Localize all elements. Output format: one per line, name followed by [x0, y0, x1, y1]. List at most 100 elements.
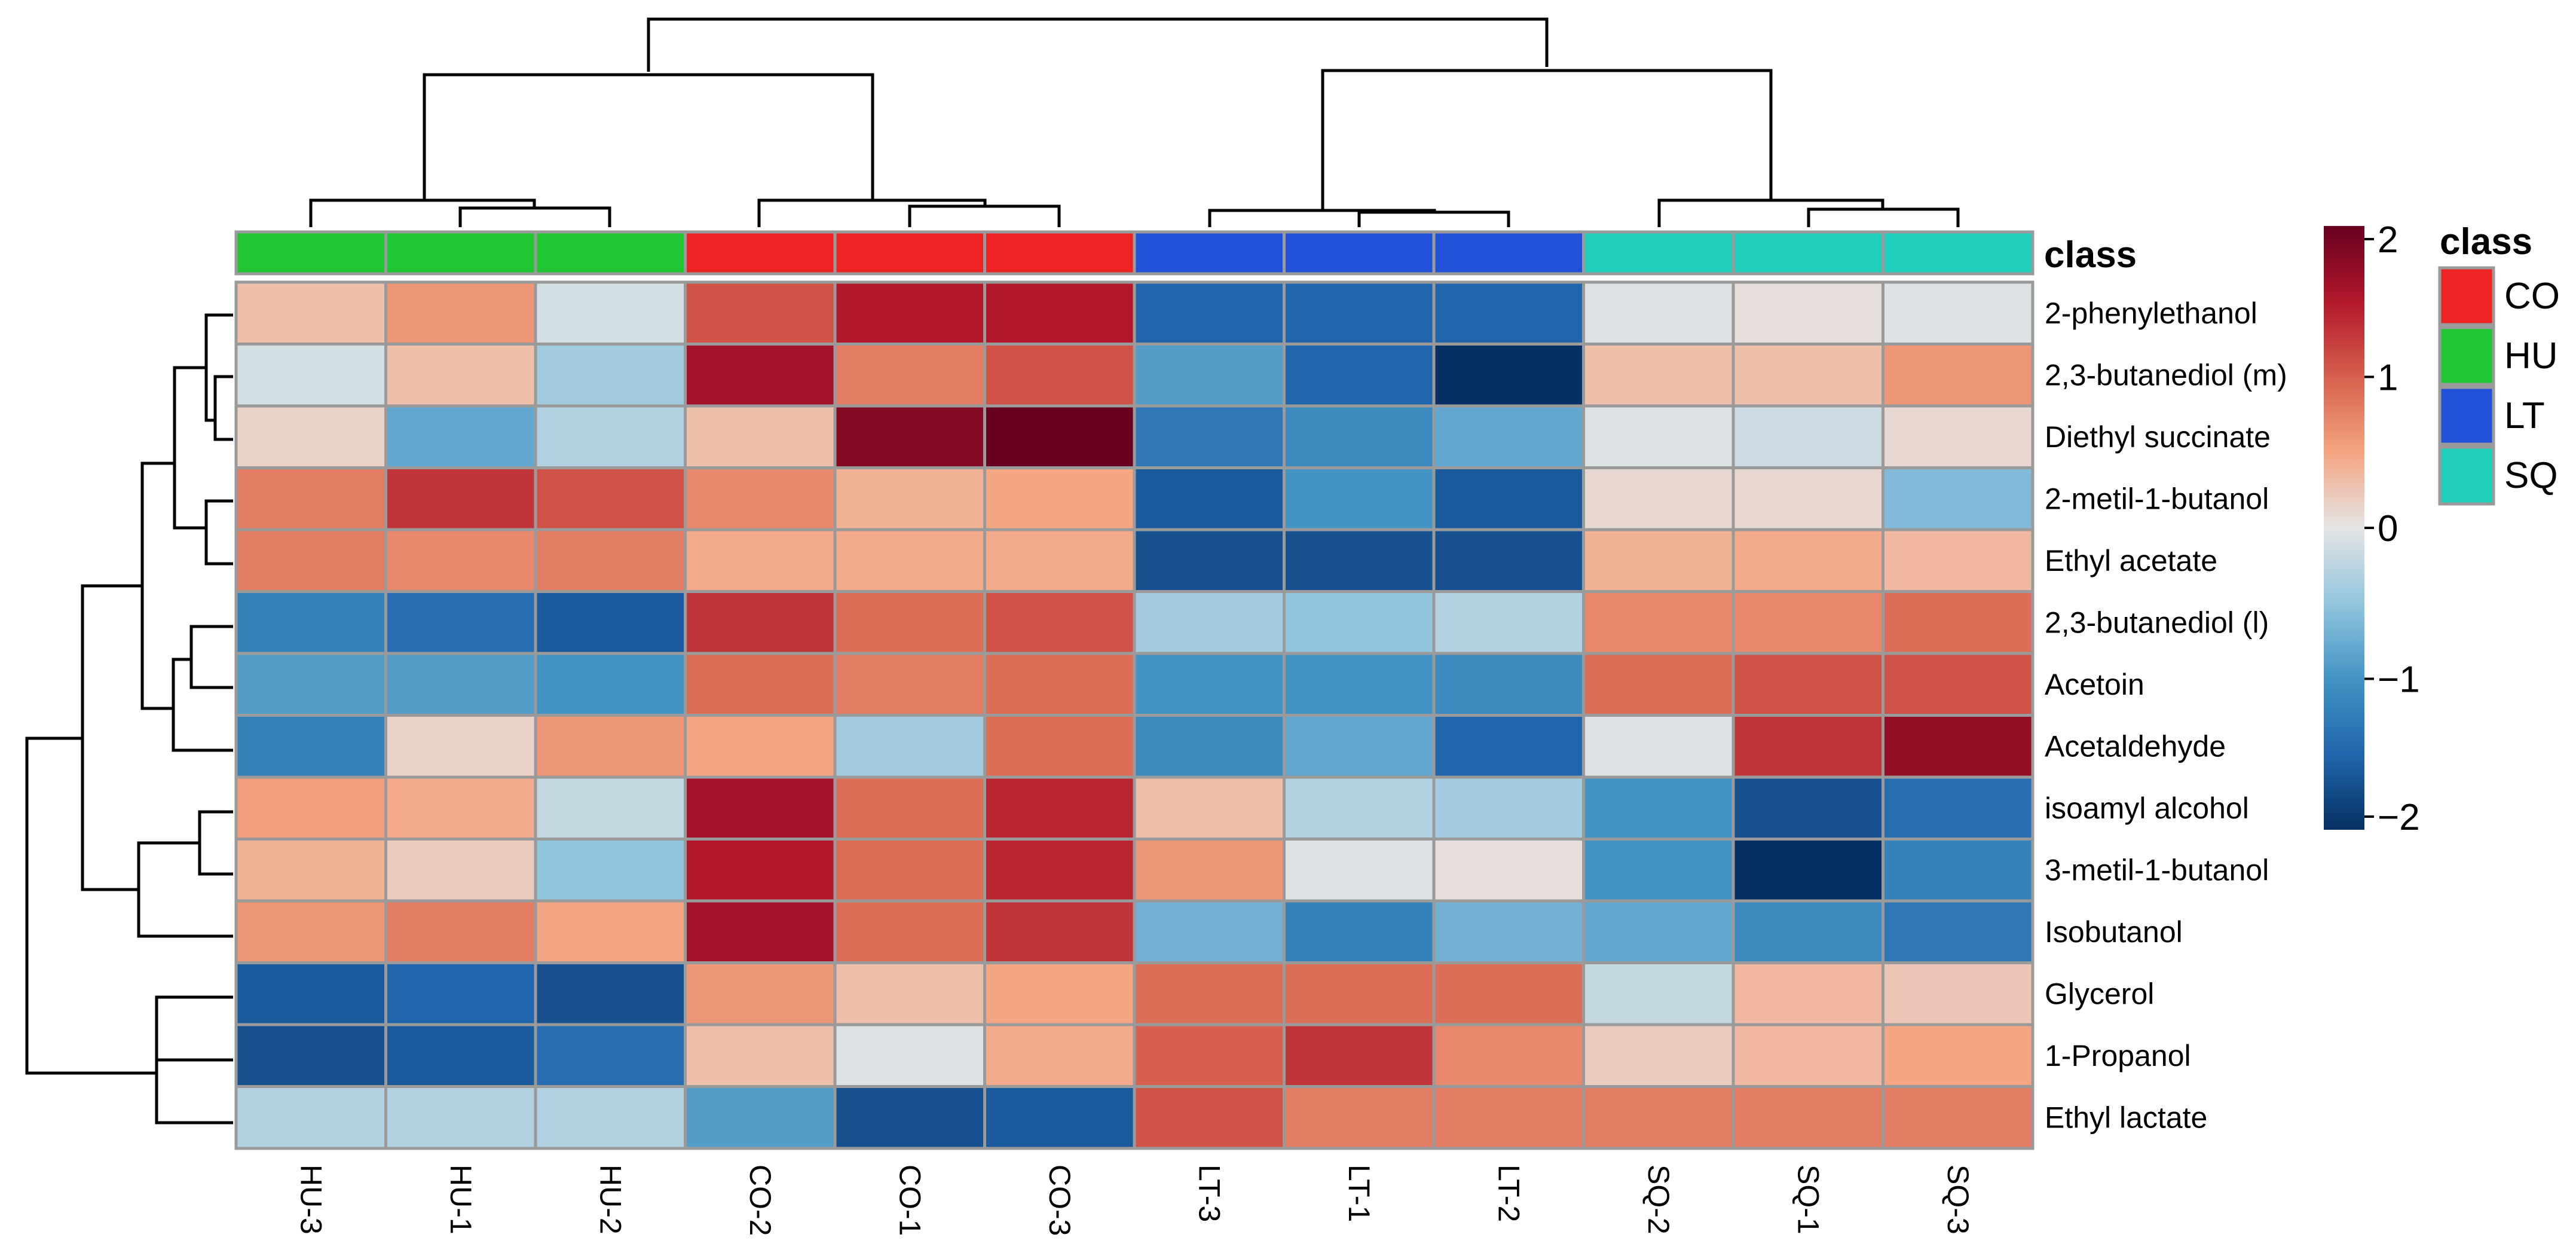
cell-ethyl-lactate-hu-1	[384, 1085, 537, 1150]
cell-isobutanol-hu-3	[234, 899, 387, 964]
cell-ethyl-acetate-co-1	[833, 528, 986, 593]
column-label-hu-2: HU-2	[593, 1165, 627, 1234]
cell-acetaldehyde-co-2	[684, 714, 837, 779]
cell-isobutanol-co-3	[983, 899, 1136, 964]
cell-ethyl-lactate-lt-3	[1133, 1085, 1286, 1150]
class-cell-co-2	[684, 230, 837, 276]
cell-ethyl-lactate-co-3	[983, 1085, 1136, 1150]
row-label-2-phenylethanol: 2-phenylethanol	[2045, 297, 2257, 330]
cell-isobutanol-lt-2	[1432, 899, 1585, 964]
row-label-2-metil-1-butanol: 2-metil-1-butanol	[2045, 482, 2269, 515]
col-dendro-lt-pair	[1357, 210, 1510, 227]
color-bar: 2 1 0 −1 −2	[2324, 219, 2420, 838]
cell-2-phenylethanol-co-3	[983, 280, 1136, 346]
cell-2-3-butanediol-l-co-2	[684, 590, 837, 655]
cell-isoamyl-alcohol-hu-2	[534, 775, 687, 841]
color-bar-gradient	[2324, 226, 2364, 830]
column-dendrogram	[309, 17, 1960, 227]
cell-acetoin-sq-3	[1881, 652, 2035, 717]
row-label-2-3-butanediol-m: 2,3-butanediol (m)	[2045, 358, 2287, 392]
cell-ethyl-lactate-hu-2	[534, 1085, 687, 1150]
cell-diethyl-succinate-sq-3	[1881, 404, 2035, 469]
cell-1-propanol-lt-2	[1432, 1023, 1585, 1088]
cell-1-propanol-co-2	[684, 1023, 837, 1088]
cell-2-metil-1-butanol-lt-2	[1432, 466, 1585, 531]
cell-2-metil-1-butanol-co-2	[684, 466, 837, 531]
cell-2-metil-1-butanol-lt-1	[1283, 466, 1436, 531]
class-cell-sq-3	[1881, 230, 2035, 276]
row-label-isobutanol: Isobutanol	[2045, 915, 2183, 949]
row-label-acetaldehyde: Acetaldehyde	[2045, 729, 2226, 763]
cell-2-3-butanediol-m-hu-3	[234, 343, 387, 408]
cell-acetoin-sq-1	[1731, 652, 1884, 717]
row-dendro-m-ds	[213, 375, 233, 441]
cell-3-metil-1-butanol-co-2	[684, 838, 837, 903]
col-dendro-sq	[1657, 198, 1884, 227]
cell-2-metil-1-butanol-hu-1	[384, 466, 537, 531]
cell-2-3-butanediol-m-co-1	[833, 343, 986, 408]
cell-3-metil-1-butanol-hu-1	[384, 838, 537, 903]
cell-isoamyl-alcohol-sq-1	[1731, 775, 1884, 841]
cell-1-propanol-hu-2	[534, 1023, 687, 1088]
cell-diethyl-succinate-hu-3	[234, 404, 387, 469]
row-dendro-phen	[204, 313, 233, 422]
cell-3-metil-1-butanol-lt-2	[1432, 838, 1585, 903]
row-label-diethyl-succinate: Diethyl succinate	[2045, 420, 2271, 454]
cell-2-phenylethanol-sq-3	[1881, 280, 2035, 346]
color-bar-tick-label: −1	[2378, 659, 2420, 701]
class-cell-sq-2	[1582, 230, 1735, 276]
cell-ethyl-lactate-sq-2	[1582, 1085, 1735, 1150]
row-label-3-metil-1-butanol: 3-metil-1-butanol	[2045, 853, 2269, 887]
cell-2-phenylethanol-hu-2	[534, 280, 687, 346]
legend-label-co: CO	[2504, 276, 2560, 317]
row-dendro-upper-a	[140, 462, 175, 710]
col-dendro-co-pair	[908, 204, 1061, 227]
class-cell-co-3	[983, 230, 1136, 276]
cell-diethyl-succinate-hu-1	[384, 404, 537, 469]
cell-ethyl-acetate-sq-2	[1582, 528, 1735, 593]
cell-2-3-butanediol-l-sq-2	[1582, 590, 1735, 655]
cell-acetaldehyde-hu-1	[384, 714, 537, 779]
column-label-co-1: CO-1	[893, 1165, 926, 1236]
cell-ethyl-acetate-hu-3	[234, 528, 387, 593]
legend-swatch-lt	[2438, 386, 2495, 446]
cell-2-3-butanediol-m-lt-2	[1432, 343, 1585, 408]
class-cell-lt-1	[1283, 230, 1436, 276]
cell-acetaldehyde-co-1	[833, 714, 986, 779]
cell-isoamyl-alcohol-lt-3	[1133, 775, 1286, 841]
cell-2-3-butanediol-l-co-1	[833, 590, 986, 655]
class-cell-sq-1	[1731, 230, 1884, 276]
class-cell-lt-3	[1133, 230, 1286, 276]
cell-3-metil-1-butanol-lt-3	[1133, 838, 1286, 903]
cell-1-propanol-hu-1	[384, 1023, 537, 1088]
legend-label-sq: SQ	[2504, 455, 2558, 496]
column-label-hu-3: HU-3	[294, 1165, 328, 1234]
legend-swatch-hu	[2438, 326, 2495, 386]
cell-ethyl-acetate-hu-1	[384, 528, 537, 593]
cell-2-phenylethanol-co-2	[684, 280, 837, 346]
cell-2-metil-1-butanol-lt-3	[1133, 466, 1286, 531]
column-label-sq-3: SQ-3	[1941, 1165, 1975, 1234]
cell-2-phenylethanol-lt-1	[1283, 280, 1436, 346]
col-dendro-co	[757, 198, 987, 227]
cell-acetaldehyde-lt-2	[1432, 714, 1585, 779]
legend-title: class	[2440, 221, 2532, 262]
cell-glycerol-sq-2	[1582, 961, 1735, 1026]
legend-label-hu: HU	[2504, 335, 2558, 377]
legend-entries: CO HU LT SQ	[2438, 266, 2560, 506]
cell-3-metil-1-butanol-co-1	[833, 838, 986, 903]
col-dendro-hu	[309, 198, 536, 227]
class-cell-hu-3	[234, 230, 387, 276]
cell-diethyl-succinate-sq-1	[1731, 404, 1884, 469]
cell-acetoin-co-3	[983, 652, 1136, 717]
cell-2-3-butanediol-l-co-3	[983, 590, 1136, 655]
cell-isoamyl-alcohol-sq-3	[1881, 775, 2035, 841]
cell-2-metil-1-butanol-co-3	[983, 466, 1136, 531]
cell-2-3-butanediol-m-sq-3	[1881, 343, 2035, 408]
color-bar-ticks: 2 1 0 −1 −2	[2364, 219, 2420, 838]
cell-glycerol-co-3	[983, 961, 1136, 1026]
cell-glycerol-hu-3	[234, 961, 387, 1026]
cell-acetaldehyde-sq-3	[1881, 714, 2035, 779]
row-label-isoamyl-alcohol: isoamyl alcohol	[2045, 792, 2249, 825]
legend-swatch-sq	[2438, 445, 2495, 506]
